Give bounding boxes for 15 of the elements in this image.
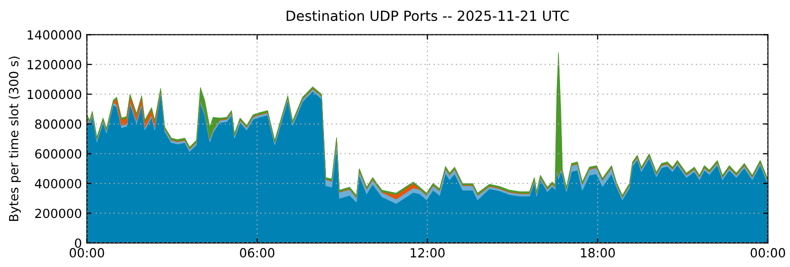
y-tick-label: 1000000 (28, 90, 82, 100)
y-tick-label: 600000 (35, 149, 82, 159)
y-tick-label: 0 (74, 238, 82, 248)
x-tick-label: 00:00 (70, 248, 104, 258)
y-tick-label: 400000 (34, 178, 82, 188)
x-tick-label: 00:00 (750, 248, 786, 258)
y-tick-label: 200000 (35, 208, 82, 218)
x-tick-label: 18:00 (580, 248, 615, 258)
chart-title: Destination UDP Ports -- 2025-11-21 UTC (286, 10, 569, 22)
y-tick-label: 1200000 (28, 60, 82, 70)
x-tick-label: 12:00 (410, 248, 445, 258)
y-tick-label: 1400000 (28, 30, 82, 40)
x-tick-label: 06:00 (240, 248, 274, 258)
y-axis-title: Bytes per time slot (300 s) (8, 56, 21, 221)
y-tick-label: 800000 (35, 119, 82, 129)
